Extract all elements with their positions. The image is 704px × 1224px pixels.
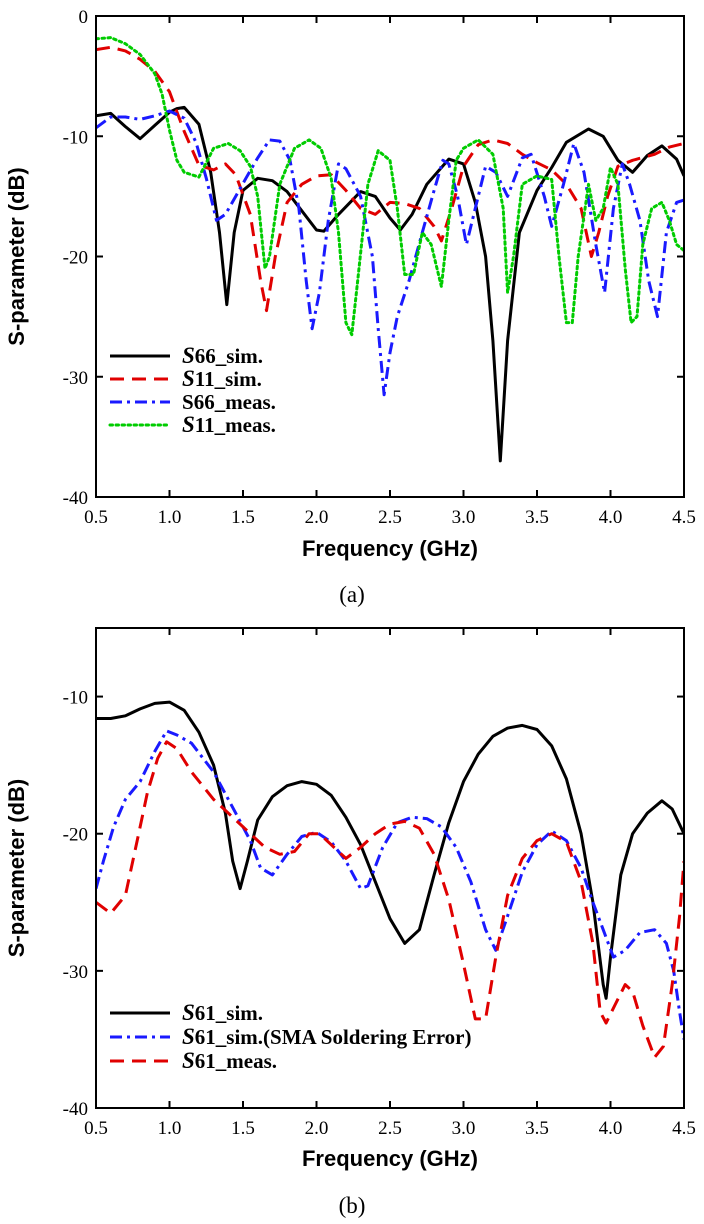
x-tick-label: 0.5 bbox=[84, 1118, 108, 1139]
legend-label: S66_meas. bbox=[182, 390, 276, 414]
y-tick-label: -10 bbox=[63, 688, 88, 709]
y-axis-label: S-parameter (dB) bbox=[4, 167, 29, 345]
x-tick-label: 1.0 bbox=[158, 507, 182, 528]
x-tick-label: 4.5 bbox=[672, 1118, 696, 1139]
x-tick-label: 1.0 bbox=[158, 1118, 182, 1139]
x-tick-label: 4.0 bbox=[599, 1118, 623, 1139]
y-tick-label: -20 bbox=[63, 825, 88, 846]
x-tick-label: 4.5 bbox=[672, 507, 696, 528]
series-line-s66-sim- bbox=[96, 105, 684, 463]
y-tick-label: -30 bbox=[63, 368, 88, 389]
figure-caption: (b) bbox=[339, 1193, 366, 1218]
series-line-s11-meas- bbox=[96, 36, 684, 337]
series-line-s66-meas- bbox=[96, 109, 684, 397]
x-tick-label: 3.5 bbox=[525, 1118, 549, 1139]
x-tick-label: 1.5 bbox=[231, 1118, 255, 1139]
chart-b: 0.5 1.0 1.5 2.0 2.5 3.0 3.5 4.0 4.5 -10 -20 -30 -40 F… bbox=[4, 627, 696, 1218]
y-axis-label: S-parameter (dB) bbox=[4, 779, 29, 957]
y-tick-label: -40 bbox=[63, 488, 88, 509]
legend-label: S11_sim. bbox=[182, 366, 262, 391]
series-line-s61-sim- bbox=[96, 700, 684, 1000]
chart-a: 0.5 1.0 1.5 2.0 2.5 3.0 3.5 4.0 4.5 0 -10 -20 -30 -40… bbox=[4, 7, 696, 607]
x-axis-label: Frequency (GHz) bbox=[302, 1146, 478, 1171]
series-line-s11-sim- bbox=[96, 45, 684, 313]
figure-caption: (a) bbox=[339, 582, 365, 607]
x-tick-label: 1.5 bbox=[231, 507, 255, 528]
x-tick-label: 3.0 bbox=[452, 507, 476, 528]
x-tick-label: 2.5 bbox=[378, 507, 402, 528]
series-line-s61-sim-sma-soldering-error- bbox=[96, 729, 684, 1040]
x-axis-label: Frequency (GHz) bbox=[302, 536, 478, 561]
legend-label: S61_sim.(SMA Soldering Error) bbox=[182, 1024, 471, 1049]
x-tick-label: 2.0 bbox=[305, 507, 329, 528]
legend-label: S61_sim. bbox=[182, 1000, 263, 1025]
x-tick-label: 3.5 bbox=[525, 507, 549, 528]
legend-label: S11_meas. bbox=[182, 412, 276, 437]
y-tick-label: -30 bbox=[63, 962, 88, 983]
x-tick-label: 0.5 bbox=[84, 507, 108, 528]
legend-label: S66_sim. bbox=[182, 343, 263, 368]
x-tick-label: 4.0 bbox=[599, 507, 623, 528]
x-tick-label: 2.5 bbox=[378, 1118, 402, 1139]
legend-label: S61_meas. bbox=[182, 1048, 277, 1073]
x-tick-label: 3.0 bbox=[452, 1118, 476, 1139]
y-tick-label: -10 bbox=[63, 127, 88, 148]
series-line-s61-meas- bbox=[96, 740, 684, 1059]
y-tick-label: -40 bbox=[63, 1099, 88, 1120]
y-tick-label: 0 bbox=[79, 7, 89, 28]
y-tick-label: -20 bbox=[63, 248, 88, 269]
x-tick-label: 2.0 bbox=[305, 1118, 329, 1139]
